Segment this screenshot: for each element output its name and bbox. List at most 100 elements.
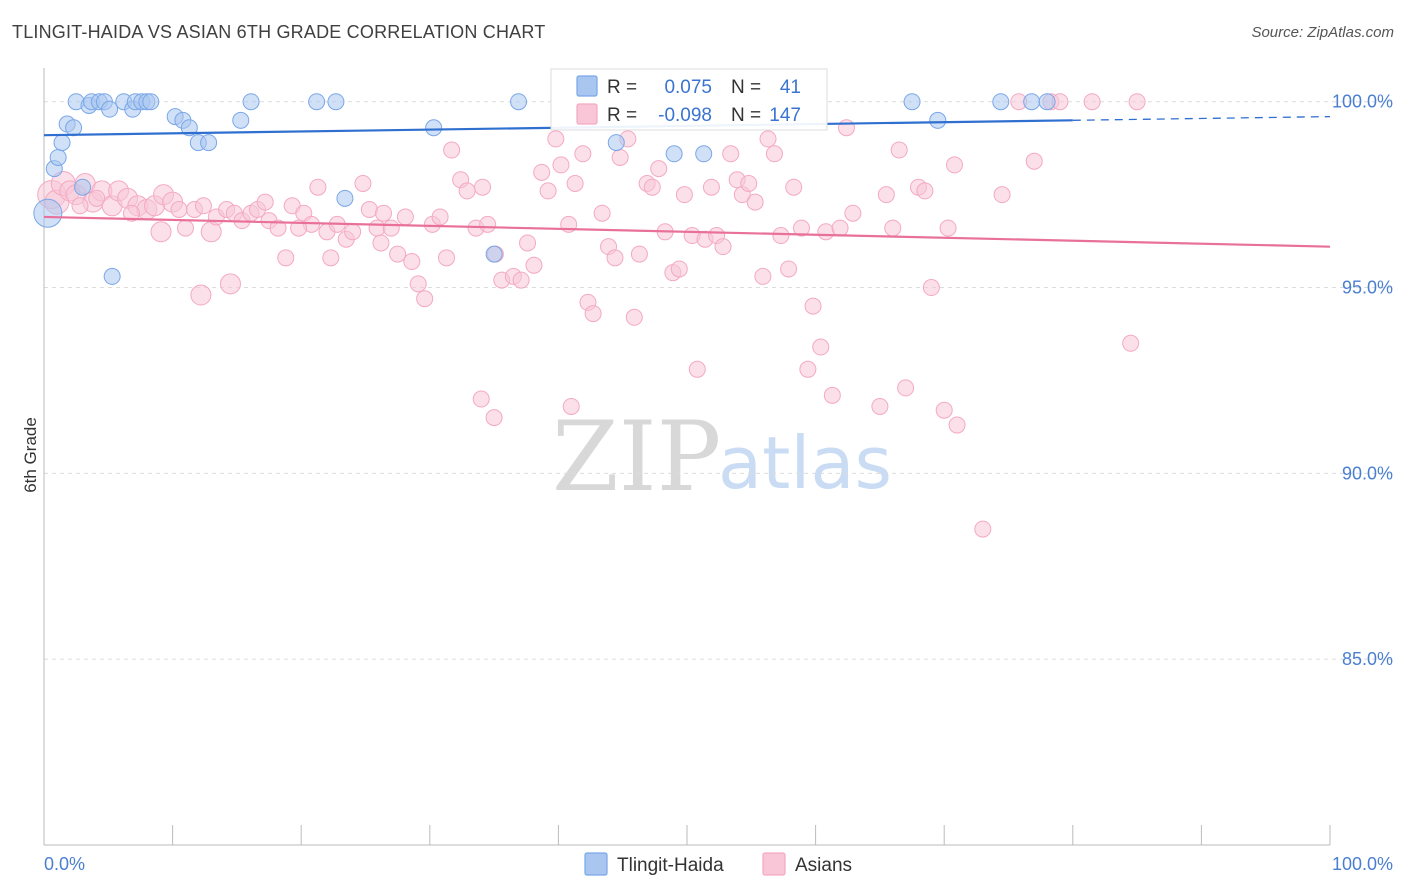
point-asians bbox=[382, 219, 400, 237]
point-asians bbox=[389, 245, 407, 263]
point-asians bbox=[837, 119, 855, 137]
point-asians bbox=[190, 284, 212, 306]
point-asians bbox=[479, 215, 497, 233]
point-tlingit-haida bbox=[336, 189, 354, 207]
point-asians bbox=[939, 219, 957, 237]
point-asians bbox=[759, 130, 777, 148]
stats-legend: R = 0.075 N = 41 R = -0.098 N = 147 bbox=[550, 68, 828, 131]
chart-title: TLINGIT-HAIDA VS ASIAN 6TH GRADE CORRELA… bbox=[12, 22, 546, 42]
point-asians bbox=[823, 386, 841, 404]
point-asians bbox=[269, 219, 287, 237]
point-asians bbox=[443, 141, 461, 159]
point-asians bbox=[566, 174, 584, 192]
watermark: ZIP atlas bbox=[552, 401, 892, 513]
point-tlingit-haida bbox=[101, 100, 119, 118]
stats-n-label: N = bbox=[731, 77, 761, 98]
point-asians bbox=[897, 379, 915, 397]
watermark-atlas: atlas bbox=[718, 421, 892, 505]
point-asians bbox=[792, 219, 810, 237]
point-asians bbox=[844, 204, 862, 222]
point-tlingit-haida bbox=[607, 134, 625, 152]
point-asians bbox=[290, 219, 308, 237]
point-asians bbox=[438, 249, 456, 267]
point-tlingit-haida bbox=[49, 148, 67, 166]
point-tlingit-haida bbox=[308, 93, 326, 111]
point-asians bbox=[396, 208, 414, 226]
point-asians bbox=[772, 227, 790, 245]
y-tick-label: 100.0% bbox=[1332, 92, 1393, 112]
point-asians bbox=[562, 397, 580, 415]
point-asians bbox=[458, 182, 476, 200]
point-asians bbox=[630, 245, 648, 263]
data-points bbox=[33, 93, 1146, 538]
stats-swatch bbox=[576, 103, 598, 125]
point-tlingit-haida bbox=[33, 198, 63, 228]
point-asians bbox=[871, 397, 889, 415]
point-asians bbox=[360, 201, 378, 219]
point-asians bbox=[670, 260, 688, 278]
point-asians bbox=[122, 204, 140, 222]
y-axis-label: 6th Grade bbox=[21, 417, 40, 493]
point-asians bbox=[643, 178, 661, 196]
point-asians bbox=[485, 409, 503, 427]
point-asians bbox=[974, 520, 992, 538]
point-tlingit-haida bbox=[903, 93, 921, 111]
y-tick-label: 85.0% bbox=[1342, 649, 1393, 669]
point-asians bbox=[916, 182, 934, 200]
point-asians bbox=[472, 390, 490, 408]
stats-r-value: -0.098 bbox=[658, 105, 712, 126]
point-asians bbox=[547, 130, 565, 148]
point-tlingit-haida bbox=[425, 119, 443, 137]
point-asians bbox=[611, 148, 629, 166]
point-asians bbox=[416, 290, 434, 308]
point-tlingit-haida bbox=[65, 119, 83, 137]
point-asians bbox=[606, 249, 624, 267]
point-asians bbox=[474, 178, 492, 196]
point-asians bbox=[409, 275, 427, 293]
point-tlingit-haida bbox=[103, 267, 121, 285]
point-asians bbox=[993, 186, 1011, 204]
legend-label: Asians bbox=[795, 855, 852, 876]
y-tick-labels: 85.0% 90.0% 95.0% 100.0% bbox=[1332, 92, 1393, 669]
point-asians bbox=[322, 249, 340, 267]
stats-r-label: R = bbox=[607, 77, 637, 98]
point-asians bbox=[403, 253, 421, 271]
point-asians bbox=[431, 208, 449, 226]
point-asians bbox=[890, 141, 908, 159]
point-asians bbox=[88, 189, 106, 207]
trend-line-asians bbox=[43, 215, 1331, 248]
point-asians bbox=[675, 186, 693, 204]
point-asians bbox=[354, 174, 372, 192]
point-asians bbox=[176, 219, 194, 237]
y-tick-label: 90.0% bbox=[1342, 463, 1393, 483]
point-asians bbox=[525, 256, 543, 274]
point-asians bbox=[650, 160, 668, 178]
watermark-zip: ZIP bbox=[552, 401, 721, 513]
point-asians bbox=[574, 145, 592, 163]
point-asians bbox=[625, 308, 643, 326]
y-tick-label: 95.0% bbox=[1342, 278, 1393, 298]
point-tlingit-haida bbox=[200, 134, 218, 152]
point-asians bbox=[256, 193, 274, 211]
point-tlingit-haida bbox=[232, 111, 250, 129]
point-asians bbox=[344, 223, 362, 241]
point-asians bbox=[539, 182, 557, 200]
stats-r-value: 0.075 bbox=[664, 77, 712, 98]
source-label: Source: ZipAtlas.com bbox=[1251, 24, 1394, 41]
point-asians bbox=[877, 186, 895, 204]
point-asians bbox=[71, 197, 89, 215]
point-asians bbox=[584, 305, 602, 323]
point-tlingit-haida bbox=[327, 93, 345, 111]
point-tlingit-haida bbox=[992, 93, 1010, 111]
point-asians bbox=[688, 360, 706, 378]
x-tick-label-min: 0.0% bbox=[44, 854, 85, 874]
point-asians bbox=[722, 145, 740, 163]
point-tlingit-haida bbox=[665, 145, 683, 163]
series-legend: Tlingit-Haida Asians bbox=[584, 852, 852, 876]
point-asians bbox=[533, 163, 551, 181]
stats-n-label: N = bbox=[731, 105, 761, 126]
point-tlingit-haida bbox=[242, 93, 260, 111]
point-asians bbox=[812, 338, 830, 356]
legend-swatch bbox=[584, 852, 608, 876]
point-asians bbox=[948, 416, 966, 434]
